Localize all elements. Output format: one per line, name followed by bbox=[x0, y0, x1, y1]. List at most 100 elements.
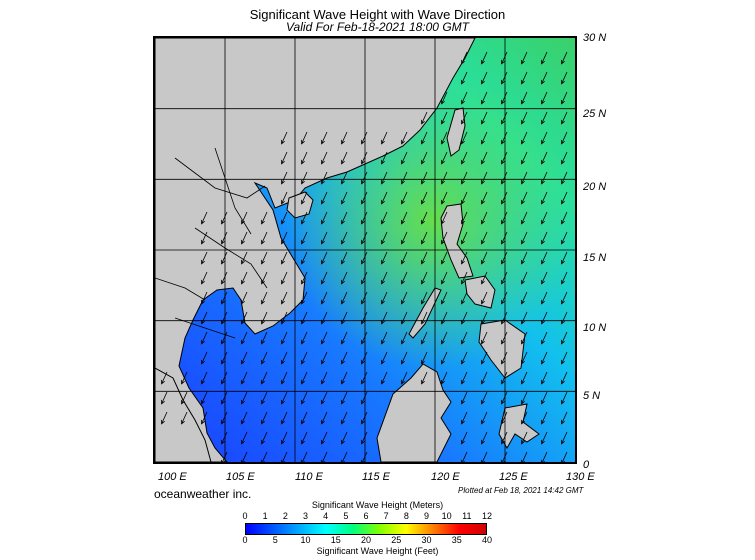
wave-arrow-head bbox=[461, 439, 465, 445]
wave-arrow-head bbox=[441, 339, 445, 345]
wave-arrow-head bbox=[401, 379, 405, 385]
wave-arrow bbox=[401, 171, 408, 184]
wave-arrow bbox=[221, 211, 228, 224]
wave-arrow-head bbox=[221, 219, 225, 225]
lon-label-110e: 110 E bbox=[295, 471, 323, 483]
wave-arrow bbox=[461, 331, 468, 344]
wave-arrow bbox=[241, 211, 248, 224]
wave-arrow bbox=[301, 271, 308, 284]
wave-arrow-head bbox=[461, 399, 465, 405]
wave-arrow bbox=[521, 251, 528, 264]
wave-arrow-head bbox=[501, 199, 505, 205]
wave-arrow-head bbox=[541, 319, 545, 325]
wave-arrow bbox=[401, 291, 408, 304]
wave-arrow bbox=[241, 251, 248, 264]
wave-arrow-head bbox=[201, 259, 205, 265]
wave-arrow-head bbox=[541, 59, 545, 65]
wave-arrow bbox=[321, 451, 328, 462]
wave-arrow-head bbox=[481, 139, 485, 145]
wave-arrow-head bbox=[421, 359, 425, 365]
wave-arrow-head bbox=[301, 379, 305, 385]
wave-arrow-head bbox=[381, 359, 385, 365]
wave-arrow-head bbox=[201, 319, 205, 325]
wave-arrow-head bbox=[361, 199, 365, 205]
wave-arrow bbox=[341, 391, 348, 404]
wave-arrow-head bbox=[201, 299, 205, 305]
wave-arrow-head bbox=[321, 299, 325, 305]
wave-arrow-head bbox=[481, 59, 485, 65]
wave-arrow bbox=[201, 291, 208, 304]
wave-arrow-head bbox=[461, 139, 465, 145]
wave-arrow-head bbox=[341, 179, 345, 185]
wave-arrow bbox=[421, 251, 428, 264]
land-luzon bbox=[440, 203, 474, 279]
wave-arrow-head bbox=[521, 359, 525, 365]
lat-label-30n: 30 N bbox=[583, 32, 607, 44]
wave-arrow bbox=[481, 71, 488, 84]
feet-tick: 35 bbox=[451, 535, 462, 545]
wave-arrow-head bbox=[461, 99, 465, 105]
wave-arrow-head bbox=[481, 439, 485, 445]
wave-arrow bbox=[261, 351, 268, 364]
wave-arrow-head bbox=[161, 399, 165, 405]
wave-arrow bbox=[561, 231, 568, 244]
wave-height-map bbox=[153, 36, 577, 464]
wave-arrow-head bbox=[301, 439, 305, 445]
wave-arrow bbox=[241, 451, 248, 462]
wave-arrow bbox=[541, 231, 548, 244]
wave-arrow-head bbox=[281, 139, 285, 145]
wave-arrow bbox=[501, 431, 508, 444]
wave-arrow-head bbox=[521, 219, 525, 225]
wave-arrow-head bbox=[481, 239, 485, 245]
wave-arrow bbox=[301, 211, 308, 224]
wave-arrow bbox=[481, 291, 488, 304]
wave-arrow bbox=[461, 291, 468, 304]
wave-arrow bbox=[361, 271, 368, 284]
wave-arrow-head bbox=[461, 419, 465, 425]
wave-arrow-head bbox=[501, 279, 505, 285]
wave-arrow bbox=[241, 351, 248, 364]
wave-arrow bbox=[301, 151, 308, 164]
wave-arrow bbox=[361, 231, 368, 244]
wave-arrow bbox=[501, 71, 508, 84]
wave-arrow bbox=[221, 271, 228, 284]
wave-arrow-head bbox=[241, 459, 245, 462]
lat-label-25n: 25 N bbox=[583, 108, 607, 120]
wave-arrow bbox=[481, 391, 488, 404]
wave-arrow bbox=[381, 291, 388, 304]
wave-arrow bbox=[501, 131, 508, 144]
wave-arrow-head bbox=[501, 139, 505, 145]
wave-arrow-head bbox=[241, 379, 245, 385]
wave-arrow-head bbox=[401, 299, 405, 305]
wave-arrow-head bbox=[441, 359, 445, 365]
wave-arrow-head bbox=[401, 239, 405, 245]
wave-arrow-head bbox=[461, 279, 465, 285]
wave-arrow bbox=[461, 371, 468, 384]
meters-tick: 12 bbox=[481, 511, 493, 521]
wave-arrow-head bbox=[441, 379, 445, 385]
wave-arrow-head bbox=[281, 419, 285, 425]
wave-arrow bbox=[281, 431, 288, 444]
wave-arrow bbox=[561, 331, 568, 344]
wave-arrow bbox=[541, 431, 548, 444]
wave-arrow bbox=[301, 351, 308, 364]
wave-arrow-head bbox=[241, 319, 245, 325]
wave-arrow-head bbox=[341, 279, 345, 285]
wave-arrow bbox=[221, 231, 228, 244]
wave-arrow bbox=[361, 391, 368, 404]
wave-arrow bbox=[441, 111, 448, 124]
wave-arrow bbox=[281, 171, 288, 184]
wave-arrow-head bbox=[361, 379, 365, 385]
feet-tick: 25 bbox=[391, 535, 402, 545]
wave-arrow bbox=[401, 131, 408, 144]
wave-arrow-head bbox=[201, 399, 205, 405]
wave-arrow-head bbox=[301, 139, 305, 145]
wave-arrow-head bbox=[521, 199, 525, 205]
wave-arrow-head bbox=[521, 419, 525, 425]
wave-arrow bbox=[281, 211, 288, 224]
wave-arrow bbox=[541, 271, 548, 284]
wave-arrow-head bbox=[421, 379, 425, 385]
wave-arrow bbox=[261, 371, 268, 384]
wave-arrow-head bbox=[301, 239, 305, 245]
wave-arrow-head bbox=[381, 219, 385, 225]
